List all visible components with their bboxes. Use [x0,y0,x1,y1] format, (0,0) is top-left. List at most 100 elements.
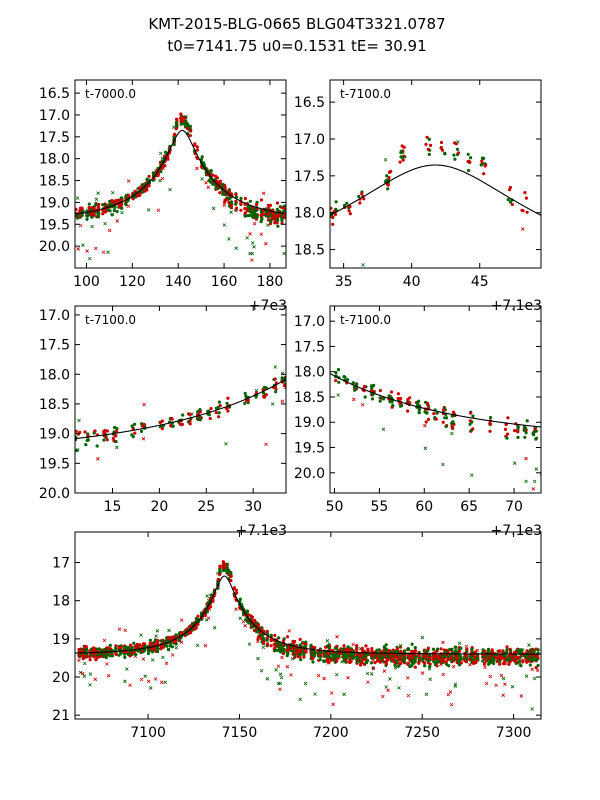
data-point [120,202,124,206]
data-point [169,641,173,645]
data-point [384,662,389,666]
data-point-outlier [212,625,217,630]
data-point [467,159,471,163]
data-point [399,397,403,401]
data-point [498,659,502,663]
data-point-outlier [451,664,456,669]
data-point [217,411,221,415]
data-point [218,572,222,577]
data-point [114,644,118,648]
y-tick-label: 20.0 [294,466,325,482]
data-point [239,202,243,206]
data-point [234,588,238,592]
data-point-outlier [519,694,524,698]
data-point [273,221,277,225]
data-point-outlier [247,642,252,646]
y-tick-label: 20 [52,670,70,686]
data-point-outlier [381,694,385,699]
data-point-outlier [154,634,158,638]
data-point-outlier [163,680,168,685]
data-point [239,208,243,212]
figure-title-line1: KMT-2015-BLG-0665 BLG04T3321.0787 [148,15,445,33]
data-point [364,644,368,648]
data-point [443,152,447,156]
data-point [524,431,528,435]
data-point [426,417,431,421]
y-tick-label: 19 [52,632,70,648]
data-point [455,656,459,660]
data-point [218,181,222,185]
data-point [401,158,405,162]
y-tick-label: 18.5 [294,243,325,259]
data-point-outlier [441,672,446,677]
data-point-outlier [475,648,480,653]
x-tick-label: 15 [104,499,122,515]
data-point [410,642,414,646]
data-point [356,657,361,661]
data-point-outlier [278,687,282,692]
data-point [264,393,268,397]
data-point [396,392,400,396]
data-point [506,416,510,420]
data-point [543,428,546,431]
data-point-outlier [279,675,284,680]
data-point [502,660,507,664]
data-point [363,395,367,399]
data-point [406,661,410,665]
data-point [327,660,331,664]
data-point [426,401,430,405]
data-point [490,648,494,652]
data-point-outlier [351,397,356,402]
data-point [466,152,470,156]
data-point [188,422,192,426]
data-point-outlier [156,208,161,213]
data-point [159,420,163,424]
data-point-outlier [195,643,200,648]
data-point [388,400,392,404]
data-point-outlier [96,191,100,195]
data-point-outlier [531,487,536,491]
data-point [101,203,105,207]
data-point [88,655,92,659]
data-point [521,660,525,664]
data-point [96,212,100,216]
data-point [516,425,520,429]
data-point [92,213,96,217]
data-point [298,643,302,647]
data-point [349,659,353,663]
data-point [492,658,496,662]
data-point-outlier [424,692,429,697]
data-point-outlier [115,219,120,223]
data-point [235,591,239,595]
data-point-outlier [501,693,505,697]
y-tick-label: 21 [52,708,70,724]
data-point [543,432,546,435]
data-point [209,605,213,609]
data-point [229,570,233,575]
data-point [177,638,181,642]
data-point [369,661,373,665]
data-point [174,642,178,646]
data-point-outlier [270,402,275,406]
data-point [488,422,493,426]
data-point-outlier [488,674,493,679]
data-point [243,214,247,218]
data-point [313,645,317,650]
data-point [456,151,460,155]
data-point-outlier [512,461,517,465]
data-point [435,664,439,668]
data-point [126,646,130,650]
data-point [459,661,463,665]
data-point [335,644,339,649]
data-point-outlier [206,185,211,190]
data-point-outlier [274,668,278,672]
data-point [88,658,92,662]
data-point [465,647,469,651]
data-point-outlier [139,633,143,637]
data-point [534,437,538,441]
data-point [99,654,103,659]
data-point [259,198,263,202]
data-point [528,663,532,667]
data-point [273,377,277,381]
data-point [217,415,221,419]
